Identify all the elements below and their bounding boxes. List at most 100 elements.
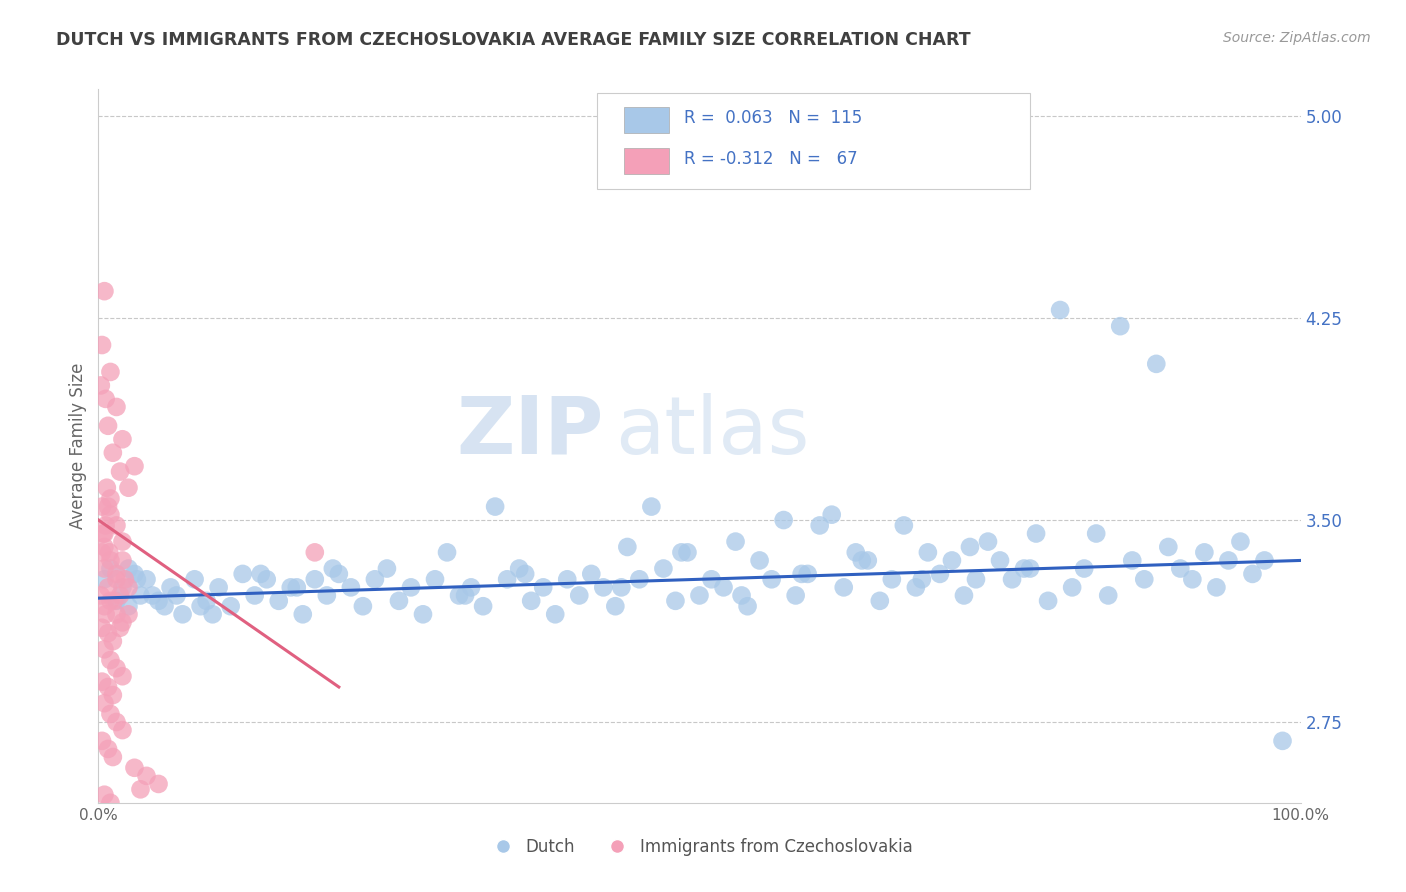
Point xyxy=(219,599,242,614)
Point xyxy=(581,566,603,581)
Point xyxy=(93,540,115,554)
Point xyxy=(285,580,308,594)
Point xyxy=(304,545,326,559)
Point xyxy=(1121,553,1143,567)
Text: ZIP: ZIP xyxy=(456,392,603,471)
Point xyxy=(267,594,290,608)
Point xyxy=(111,615,134,630)
Text: R = -0.312   N =   67: R = -0.312 N = 67 xyxy=(683,150,858,168)
Point xyxy=(472,599,495,614)
Point xyxy=(508,561,530,575)
Point xyxy=(1109,319,1132,334)
Point xyxy=(412,607,434,622)
Point xyxy=(97,742,120,756)
Point xyxy=(761,572,783,586)
Point xyxy=(640,500,662,514)
Point xyxy=(1271,734,1294,748)
Point xyxy=(917,545,939,559)
Point xyxy=(93,642,115,657)
Point xyxy=(689,589,711,603)
Point xyxy=(484,500,506,514)
Point xyxy=(605,599,627,614)
Point xyxy=(105,572,128,586)
Point xyxy=(531,580,554,594)
Point xyxy=(785,589,807,603)
Point xyxy=(135,572,157,586)
Point xyxy=(790,566,813,581)
Point xyxy=(93,696,115,710)
Point xyxy=(159,580,181,594)
Point xyxy=(544,607,567,622)
Point xyxy=(1218,553,1240,567)
Point xyxy=(856,553,879,567)
Point xyxy=(108,589,131,603)
Point xyxy=(249,566,271,581)
Point xyxy=(851,553,873,567)
Text: atlas: atlas xyxy=(616,392,810,471)
Point xyxy=(114,572,136,586)
Point xyxy=(832,580,855,594)
Point xyxy=(91,674,114,689)
Point xyxy=(117,561,139,575)
Point xyxy=(97,626,120,640)
Point xyxy=(91,545,114,559)
Point xyxy=(1229,534,1251,549)
Point xyxy=(243,589,266,603)
Point xyxy=(1001,572,1024,586)
Y-axis label: Average Family Size: Average Family Size xyxy=(69,363,87,529)
Point xyxy=(105,594,128,608)
Point xyxy=(232,566,254,581)
Point xyxy=(1085,526,1108,541)
Point xyxy=(100,365,122,379)
Point xyxy=(101,634,124,648)
Point xyxy=(90,589,112,603)
Point xyxy=(91,500,114,514)
Point xyxy=(153,599,176,614)
Point xyxy=(520,594,543,608)
Point xyxy=(515,566,537,581)
Point xyxy=(201,607,224,622)
Point xyxy=(821,508,844,522)
Point xyxy=(124,459,146,474)
Point xyxy=(328,566,350,581)
Point xyxy=(129,589,152,603)
Point xyxy=(208,580,231,594)
Point xyxy=(111,723,134,737)
Point xyxy=(105,566,128,581)
Point xyxy=(808,518,831,533)
Point xyxy=(94,518,117,533)
Point xyxy=(97,580,120,594)
Point xyxy=(965,572,987,586)
Point xyxy=(352,599,374,614)
Point xyxy=(388,594,411,608)
Point xyxy=(730,589,752,603)
Point xyxy=(148,594,170,608)
Point xyxy=(953,589,976,603)
Point xyxy=(98,545,121,559)
Point xyxy=(1036,594,1059,608)
Point xyxy=(91,734,114,748)
Point xyxy=(364,572,387,586)
Point xyxy=(117,580,139,594)
Point xyxy=(117,599,139,614)
Point xyxy=(125,572,148,586)
Point xyxy=(1205,580,1227,594)
Point xyxy=(93,572,115,586)
Point xyxy=(555,572,578,586)
Point xyxy=(141,589,163,603)
Point xyxy=(423,572,446,586)
Point xyxy=(108,465,131,479)
Point xyxy=(100,796,122,810)
Point xyxy=(96,481,118,495)
Point xyxy=(117,481,139,495)
Point xyxy=(628,572,651,586)
Point xyxy=(496,572,519,586)
Point xyxy=(941,553,963,567)
Point xyxy=(592,580,614,594)
Point xyxy=(893,518,915,533)
Point xyxy=(111,534,134,549)
Point xyxy=(90,378,112,392)
Bar xyxy=(624,107,669,133)
Point xyxy=(256,572,278,586)
Point xyxy=(322,561,344,575)
